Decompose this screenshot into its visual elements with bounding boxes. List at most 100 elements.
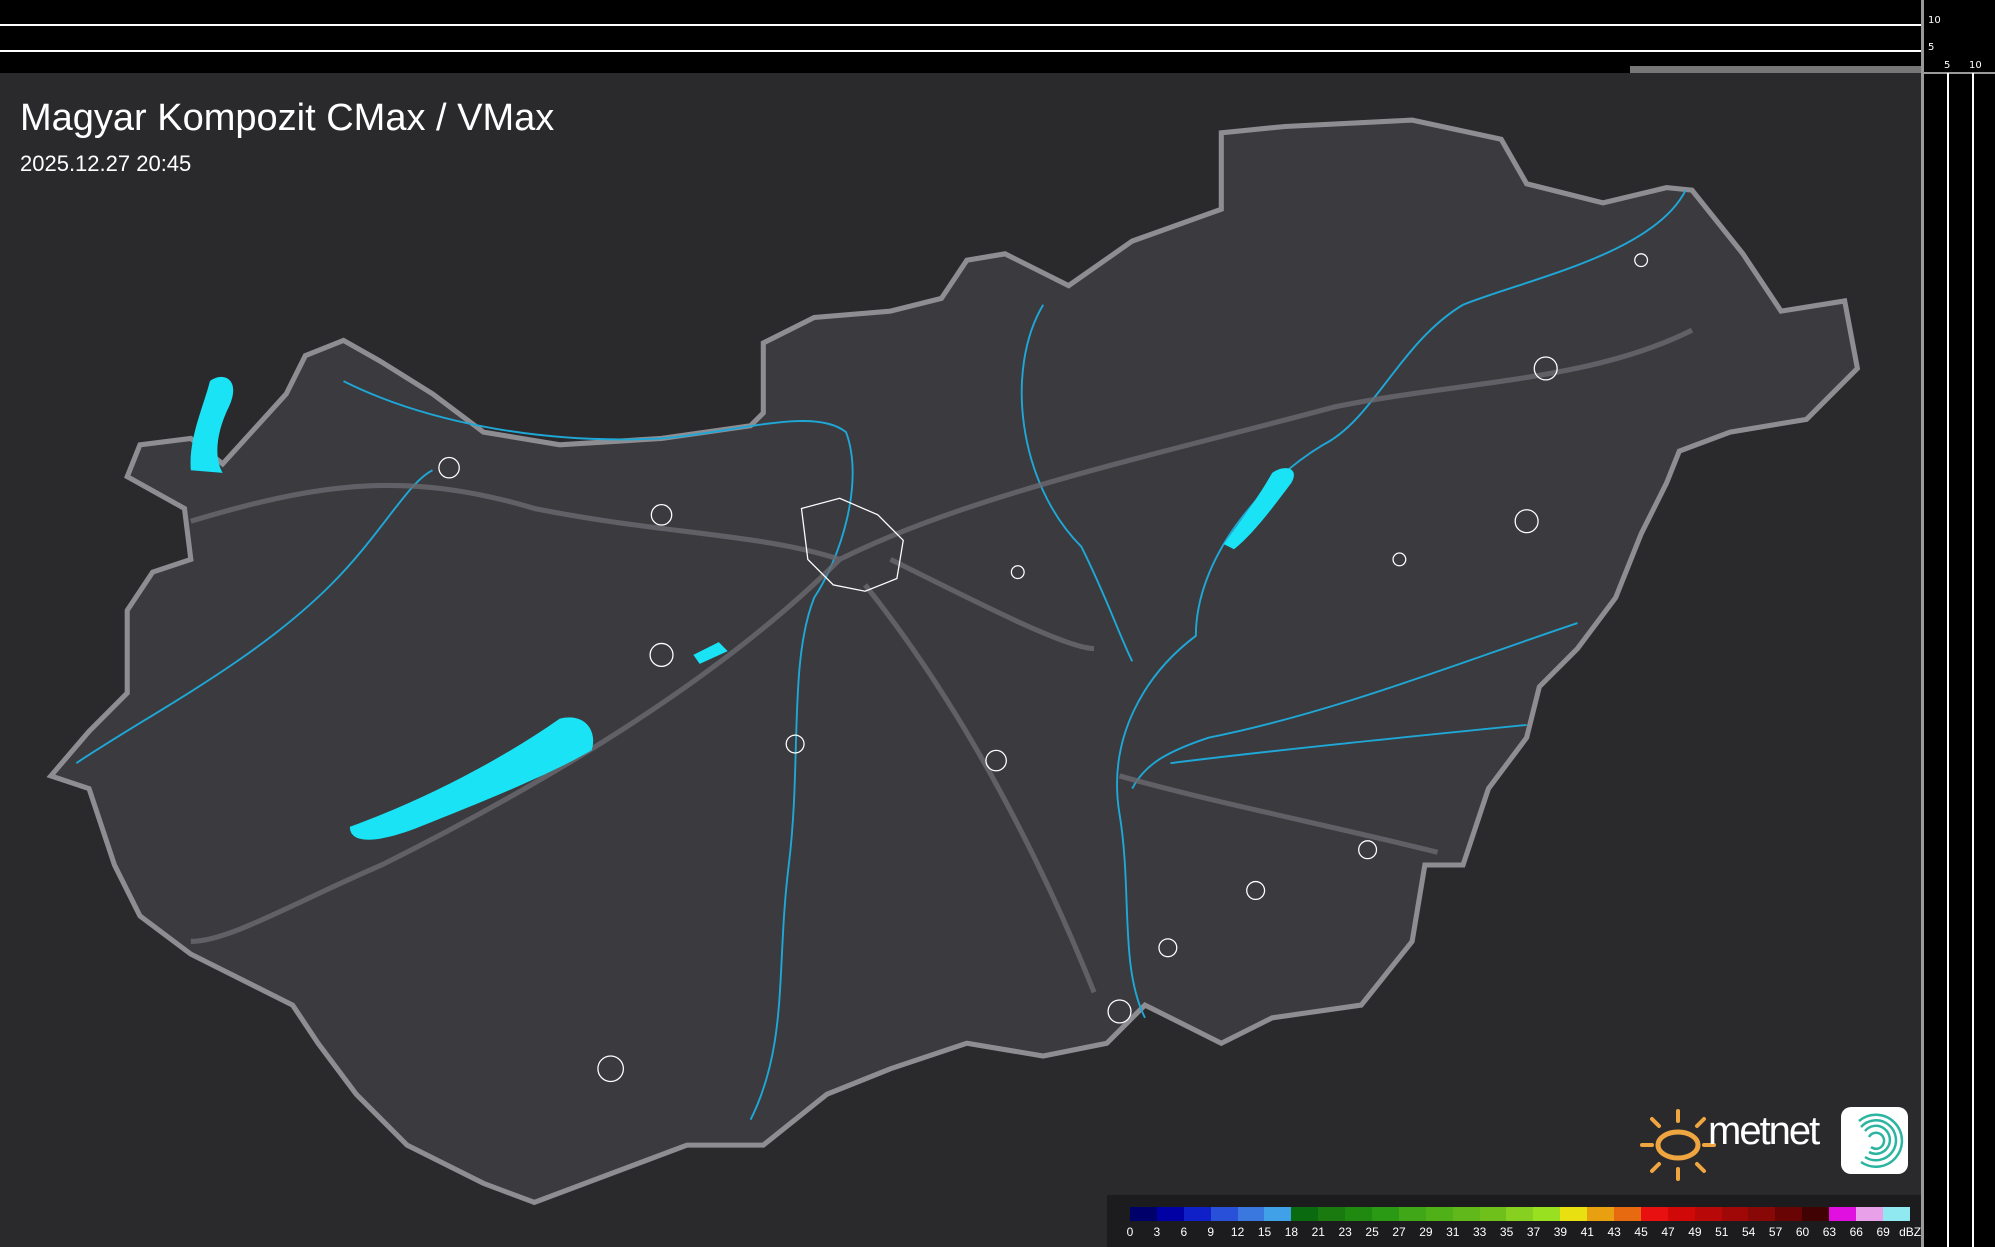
lake-tisza <box>1223 468 1294 550</box>
legend-label: 18 <box>1284 1225 1299 1239</box>
zagyva-river <box>1020 304 1134 662</box>
legend-swatch <box>1667 1207 1695 1221</box>
legend-swatch <box>1748 1207 1776 1221</box>
legend-swatch <box>1130 1207 1157 1221</box>
legend-swatch <box>1372 1207 1399 1221</box>
legend-swatch <box>1156 1207 1184 1221</box>
legend-swatch <box>1398 1207 1426 1221</box>
legend-swatch <box>1452 1207 1480 1221</box>
legend-swatch <box>1560 1207 1588 1221</box>
legend-swatch <box>1345 1207 1373 1221</box>
legend-swatch <box>1856 1207 1883 1221</box>
legend-label: 23 <box>1338 1225 1352 1239</box>
legend-label: 41 <box>1580 1225 1594 1239</box>
legend-label: 39 <box>1553 1225 1568 1239</box>
legend-label: 51 <box>1715 1225 1729 1239</box>
legend-swatch <box>1210 1207 1238 1221</box>
hungary-border <box>46 117 1861 1206</box>
side-profile-panel: 10 5 5 10 <box>1921 0 1995 1247</box>
legend-label: 25 <box>1365 1225 1379 1239</box>
map-svg <box>46 117 1861 1206</box>
tick-label: 10 <box>1928 15 1941 26</box>
legend-label: 12 <box>1230 1225 1245 1239</box>
profile-shade <box>1630 66 1921 73</box>
lake-velence <box>693 642 728 664</box>
legend-swatch <box>1533 1207 1561 1221</box>
legend-label: 9 <box>1207 1225 1215 1239</box>
lake-balaton <box>349 717 594 840</box>
legend-swatch <box>1802 1207 1830 1221</box>
legend-label: 69 <box>1876 1225 1890 1239</box>
legend-swatch <box>1264 1207 1292 1221</box>
legend-swatch <box>1882 1207 1910 1221</box>
swirl-icon <box>1858 1113 1904 1168</box>
legend-swatch <box>1721 1207 1749 1221</box>
legend-swatch <box>1640 1207 1668 1221</box>
lakes <box>190 376 1294 840</box>
legend-label: 0 <box>1126 1225 1134 1239</box>
maros-river <box>1170 723 1527 765</box>
legend-swatch <box>1587 1207 1615 1221</box>
tick-label: 5 <box>1928 42 1935 53</box>
legend-label: 45 <box>1634 1225 1648 1239</box>
legend-label: 49 <box>1688 1225 1702 1239</box>
raba-river <box>75 469 433 764</box>
brand-name: metnet <box>1708 1109 1820 1153</box>
legend-swatch <box>1829 1207 1857 1221</box>
grid-line-10 <box>0 24 1921 26</box>
legend-swatch <box>1775 1207 1803 1221</box>
legend-label: 35 <box>1499 1225 1514 1239</box>
legend-label: 29 <box>1419 1225 1433 1239</box>
legend-label: 43 <box>1607 1225 1621 1239</box>
grid-line-v10 <box>1972 73 1974 1247</box>
map-timestamp: 2025.12.27 20:45 <box>20 151 192 176</box>
legend-unit: dBZ <box>1899 1225 1922 1239</box>
legend-swatch <box>1183 1207 1211 1221</box>
grid-line-5 <box>0 50 1921 52</box>
roads <box>190 327 1694 994</box>
budapest-outline <box>800 497 904 592</box>
tisza-river <box>1116 189 1687 1019</box>
legend-label: 6 <box>1180 1225 1188 1239</box>
legend-swatch <box>1237 1207 1265 1221</box>
legend-swatch <box>1318 1207 1346 1221</box>
lake-neusiedl <box>190 376 234 473</box>
legend-label: 21 <box>1311 1225 1325 1239</box>
legend-color-bar <box>1130 1207 1910 1221</box>
metnet-logo: metnet <box>1638 1105 1820 1190</box>
legend-swatch <box>1479 1207 1507 1221</box>
legend-label: 47 <box>1661 1225 1675 1239</box>
legend-swatch <box>1614 1207 1641 1221</box>
grid-line-v5 <box>1947 73 1949 1247</box>
dbz-legend: 0 3 6 9 12 15 18 21 23 25 27 29 31 33 35 37 39 41 43 45 47 49… <box>1107 1195 1921 1247</box>
rivers <box>75 189 1687 1121</box>
sun-icon <box>1640 1109 1716 1181</box>
legend-label: 31 <box>1446 1225 1460 1239</box>
legend-label: 37 <box>1526 1225 1541 1239</box>
legend-swatch <box>1694 1207 1722 1221</box>
legend-swatch <box>1506 1207 1534 1221</box>
legend-label: 63 <box>1822 1225 1837 1239</box>
legend-label: 3 <box>1153 1225 1161 1239</box>
axis-line <box>1924 72 1995 74</box>
danube-river <box>343 380 854 1121</box>
settlements <box>438 253 1649 1083</box>
app-icon <box>1841 1107 1908 1174</box>
tick-label: 5 <box>1944 60 1951 71</box>
legend-label: 27 <box>1392 1225 1406 1239</box>
map-area[interactable] <box>0 73 1921 1247</box>
legend-label: 33 <box>1473 1225 1487 1239</box>
tick-label: 10 <box>1969 60 1982 71</box>
legend-label: 66 <box>1849 1225 1863 1239</box>
legend-label: 15 <box>1257 1225 1272 1239</box>
legend-label: 57 <box>1768 1225 1783 1239</box>
legend-swatch <box>1425 1207 1453 1221</box>
koros-river <box>1131 622 1578 790</box>
map-title: Magyar Kompozit CMax / VMax <box>20 97 555 139</box>
top-profile-panel <box>0 0 1921 73</box>
legend-label: 54 <box>1742 1225 1756 1239</box>
legend-label: 60 <box>1795 1225 1810 1239</box>
legend-swatch <box>1291 1207 1319 1221</box>
legend-labels: 0 3 6 9 12 15 18 21 23 25 27 29 31 33 35 37 39 41 43 45 47 49… <box>1121 1225 1921 1241</box>
